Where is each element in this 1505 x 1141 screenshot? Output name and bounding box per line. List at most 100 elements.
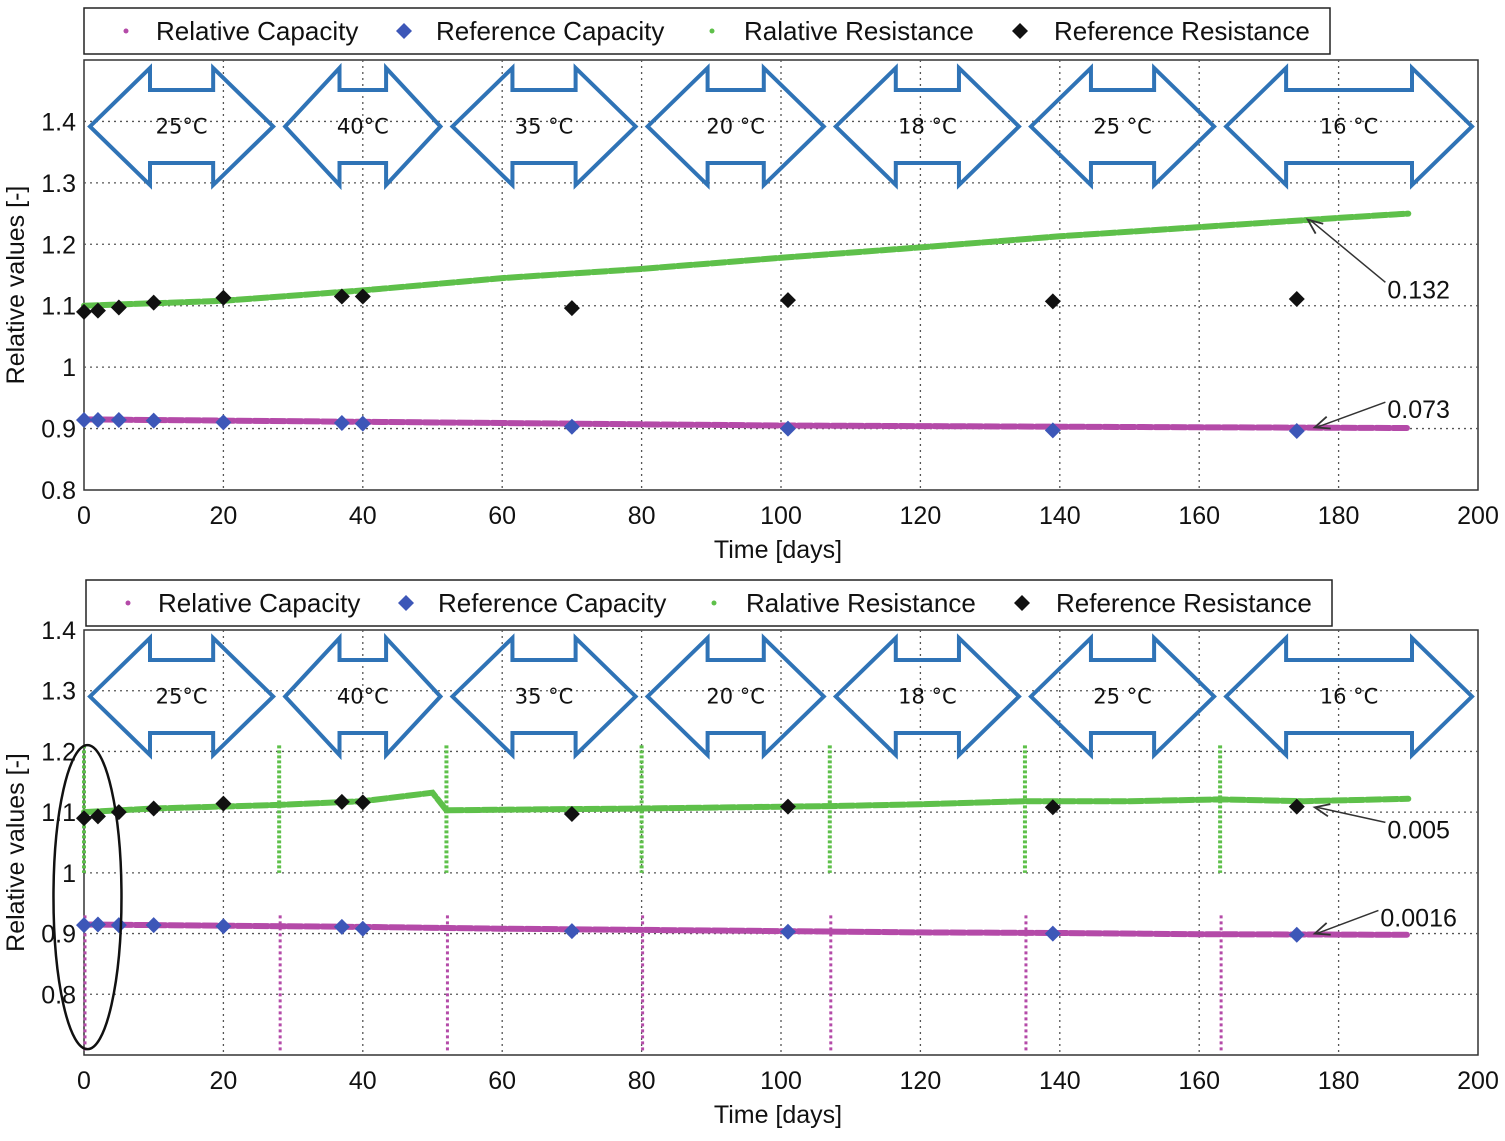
- temperature-arrow: [832, 63, 1022, 190]
- temperature-label: 25 °C: [1093, 685, 1152, 709]
- temperature-label: 40°C: [337, 115, 389, 139]
- temperature-label: 25°C: [156, 115, 208, 139]
- y-tick-label: 1: [62, 354, 76, 382]
- reference-capacity-point: [1288, 926, 1305, 943]
- y-axis-label: Relative values [-]: [2, 186, 30, 385]
- x-axis-label: Time [days]: [714, 536, 842, 564]
- relative-capacity-line: [81, 921, 1412, 938]
- y-tick-label: 1.3: [41, 170, 76, 198]
- legend: Relative Capacity Reference Capacity Ralat…: [85, 579, 1333, 627]
- legend-label: Reference Resistance: [1054, 16, 1310, 46]
- y-tick-label: 0.9: [41, 921, 76, 949]
- reference-capacity-point: [1044, 925, 1061, 942]
- reference-resistance-point: [76, 810, 92, 827]
- reference-capacity-point: [1288, 423, 1305, 440]
- x-tick-label: 140: [1039, 1067, 1081, 1095]
- reference-resistance-point: [1044, 293, 1061, 310]
- temperature-arrow: [449, 633, 639, 760]
- temperature-arrows: 25°C 40°C 35 °C 20 °C 18 °C 25 °C 16 °C: [87, 62, 1475, 191]
- legend-label: Reference Capacity: [438, 588, 666, 618]
- temperature-label: 20 °C: [706, 685, 765, 709]
- reference-resistance-point: [1044, 799, 1061, 816]
- x-tick-label: 60: [488, 502, 516, 530]
- legend: Relative Capacity Reference Capacity Ralat…: [83, 7, 1331, 55]
- annotation-label: 0.0016: [1380, 904, 1456, 932]
- legend-marker: [1012, 23, 1028, 39]
- x-tick-label: 120: [900, 1067, 942, 1095]
- reference-capacity-point: [110, 411, 127, 428]
- x-tick-label: 180: [1318, 502, 1360, 530]
- annotation-label: 0.073: [1387, 396, 1450, 424]
- reference-resistance-point: [354, 794, 371, 811]
- reference-resistance-point: [333, 288, 350, 305]
- reference-resistance-point: [89, 302, 106, 319]
- x-tick-labels: 0 20 40 60 80 100 120 140 160 180 200: [77, 1067, 1499, 1095]
- legend-marker: [711, 600, 717, 606]
- relative-capacity-line: [81, 416, 1412, 431]
- y-tick-label: 1.2: [41, 738, 76, 766]
- temperature-label: 25 °C: [1093, 115, 1152, 139]
- legend-label: Reference Capacity: [436, 16, 664, 46]
- reference-capacity-point: [333, 918, 350, 935]
- temperature-label: 25°C: [156, 685, 208, 709]
- annotation-arrow: [1316, 806, 1386, 824]
- reference-capacity-point: [89, 916, 106, 933]
- temperature-arrow: [832, 633, 1022, 760]
- legend-label: Ralative Resistance: [744, 16, 974, 46]
- relative-resistance-line: [81, 789, 1412, 816]
- annotation-arrow: [1309, 219, 1386, 283]
- x-tick-label: 200: [1457, 1067, 1499, 1095]
- transient-spikes: [82, 745, 1223, 1053]
- x-tick-label: 180: [1318, 1067, 1360, 1095]
- x-tick-labels: 0 20 40 60 80 100 120 140 160 180 200: [77, 502, 1499, 530]
- reference-capacity-point: [145, 412, 162, 429]
- temperature-arrow: [1223, 633, 1475, 760]
- reference-capacity-point: [333, 415, 350, 432]
- y-tick-label: 1.3: [41, 678, 76, 706]
- reference-resistance-point: [110, 299, 127, 316]
- reference-capacity-point: [110, 917, 127, 934]
- y-tick-label: 1.1: [41, 293, 76, 321]
- y-tick-label: 1.2: [41, 231, 76, 259]
- annotation-arrowhead: [1312, 416, 1331, 430]
- x-tick-label: 60: [488, 1067, 516, 1095]
- reference-capacity-point: [76, 411, 92, 428]
- legend-marker: [398, 595, 414, 611]
- temperature-label: 18 °C: [898, 685, 957, 709]
- legend-label: Relative Capacity: [156, 16, 358, 46]
- x-axis-label: Time [days]: [714, 1101, 842, 1129]
- temperature-arrow: [1028, 633, 1217, 760]
- reference-resistance-point: [779, 292, 796, 309]
- y-tick-label: 1: [62, 860, 76, 888]
- legend-marker: [396, 23, 412, 39]
- temperature-label: 20 °C: [706, 115, 765, 139]
- annotation-label: 0.132: [1387, 276, 1450, 304]
- reference-resistance-point: [354, 288, 371, 305]
- relative-resistance-line: [81, 210, 1412, 309]
- temperature-arrow: [1223, 63, 1475, 190]
- x-tick-label: 160: [1178, 1067, 1220, 1095]
- reference-resistance-point: [145, 294, 162, 311]
- reference-capacity-point: [215, 918, 232, 935]
- reference-resistance-point: [215, 289, 232, 306]
- temperature-arrow: [87, 63, 277, 190]
- temperature-arrow: [1028, 63, 1217, 190]
- reference-resistance-point: [563, 805, 580, 822]
- x-tick-label: 100: [760, 502, 802, 530]
- reference-capacity-point: [354, 920, 371, 937]
- x-tick-label: 80: [628, 502, 656, 530]
- annotation-arrowhead: [1312, 922, 1331, 936]
- reference-capacity-point: [563, 418, 580, 435]
- plot-area: [83, 629, 1479, 1056]
- series: [76, 745, 1412, 1053]
- highlight-ellipse: [52, 743, 123, 1051]
- y-axis-label: Relative values [-]: [2, 753, 30, 952]
- y-tick-labels: 0.8 0.9 1 1.1 1.2 1.3 1.4: [41, 108, 76, 505]
- series: [76, 210, 1412, 440]
- y-tick-label: 1.4: [41, 108, 76, 136]
- x-tick-label: 0: [77, 1067, 91, 1095]
- x-tick-label: 120: [900, 502, 942, 530]
- reference-resistance-point: [76, 303, 92, 320]
- legend-marker: [709, 28, 715, 34]
- legend-box: [83, 7, 1331, 55]
